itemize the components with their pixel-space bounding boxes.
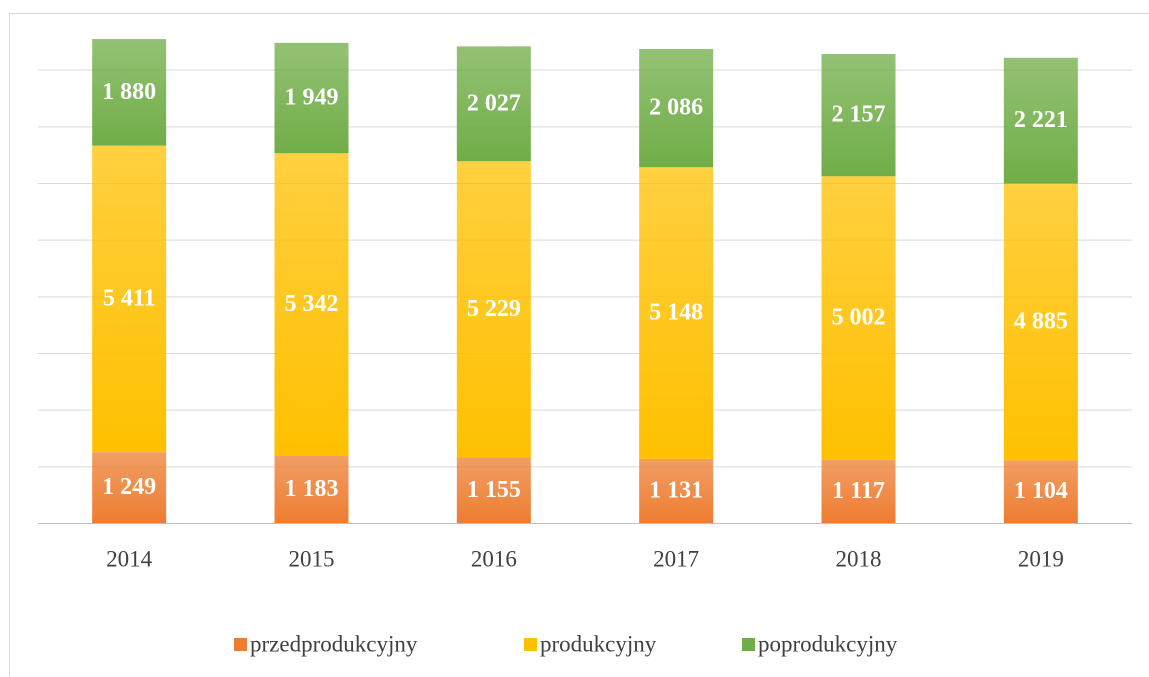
- data-label: 2 157: [832, 102, 886, 128]
- x-tick-label: 2014: [106, 546, 153, 571]
- bar-segment: [274, 455, 349, 523]
- data-label: 5 002: [832, 304, 886, 330]
- bar-segment: [456, 46, 531, 162]
- data-label: 1 131: [649, 477, 703, 503]
- data-label: 1 155: [467, 477, 521, 503]
- data-label: 2 086: [649, 95, 703, 121]
- x-tick-label: 2019: [1018, 546, 1064, 571]
- bar-segment: [1003, 57, 1078, 184]
- data-label: 5 342: [285, 291, 339, 317]
- data-label: 5 229: [467, 296, 521, 322]
- bar-segment: [639, 48, 714, 168]
- data-label: 1 949: [285, 85, 339, 111]
- data-label: 5 411: [103, 285, 156, 311]
- data-label: 4 885: [1014, 309, 1068, 335]
- data-label: 1 117: [832, 478, 885, 504]
- bar-segment: [274, 42, 349, 154]
- bar-segment: [821, 459, 896, 523]
- bar-segment: [821, 54, 896, 177]
- bar-segment: [639, 167, 714, 459]
- data-label: 1 880: [102, 79, 156, 105]
- data-label: 2 221: [1014, 107, 1068, 133]
- legend-swatch: [742, 638, 755, 651]
- legend-swatch: [524, 638, 537, 651]
- bar-segment: [92, 39, 167, 146]
- data-label: 2 027: [467, 90, 521, 116]
- legend-swatch: [234, 638, 247, 651]
- bar-segment: [274, 153, 349, 456]
- x-tick-label: 2016: [471, 546, 517, 571]
- bar-segment: [92, 452, 167, 523]
- bar-segment: [456, 161, 531, 458]
- bar-segment: [639, 458, 714, 523]
- bar-segment: [1003, 460, 1078, 523]
- x-tick-label: 2015: [289, 546, 335, 571]
- x-tick-label: 2017: [653, 546, 699, 571]
- chart-border: [9, 13, 1149, 677]
- x-tick-label: 2018: [836, 546, 882, 571]
- legend-label: produkcyjny: [540, 631, 657, 656]
- bar-segment: [456, 457, 531, 523]
- data-label: 1 104: [1014, 478, 1068, 504]
- legend-label: przedprodukcyjny: [250, 631, 418, 656]
- bar-segment: [1003, 183, 1078, 461]
- data-label: 5 148: [649, 300, 703, 326]
- legend-label: poprodukcyjny: [758, 631, 898, 656]
- bar-segment: [821, 176, 896, 460]
- data-label: 1 249: [102, 474, 156, 500]
- data-label: 1 183: [285, 476, 339, 502]
- bar-segment: [92, 145, 167, 453]
